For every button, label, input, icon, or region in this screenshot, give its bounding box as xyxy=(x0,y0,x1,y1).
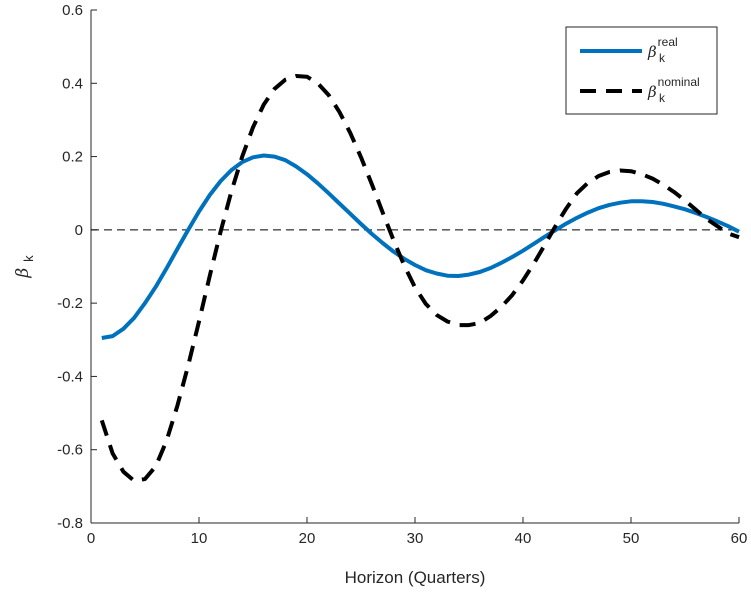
x-tick-label: 10 xyxy=(191,530,208,547)
y-tick-label: -0.6 xyxy=(57,442,83,459)
y-tick-label: 0.6 xyxy=(62,2,83,19)
legend-box xyxy=(565,26,718,115)
x-tick-label: 0 xyxy=(87,530,95,547)
legend-label-real: βreal k xyxy=(647,35,678,65)
y-tick-label: -0.4 xyxy=(57,368,83,385)
legend: βreal k βnominal k xyxy=(565,26,718,115)
y-axis-label: βk xyxy=(13,255,36,279)
legend-label-nominal: βnominal k xyxy=(647,75,700,105)
ticks: 0 10 20 30 40 50 60 -0.8 -0.6 -0.4 -0.2 0 0.2 0.4 0.6 xyxy=(57,2,747,547)
x-tick-label: 50 xyxy=(623,530,640,547)
y-tick-label: 0.2 xyxy=(62,149,83,166)
series-line-nominal xyxy=(99,74,740,483)
x-tick-label: 20 xyxy=(299,530,316,547)
x-tick-label: 40 xyxy=(515,530,532,547)
y-tick-label: -0.8 xyxy=(57,515,83,532)
x-axis-label: Horizon (Quarters) xyxy=(345,568,486,587)
y-tick-label: 0.4 xyxy=(62,75,83,92)
series xyxy=(91,74,740,483)
x-tick-label: 30 xyxy=(407,530,424,547)
y-tick-label: -0.2 xyxy=(57,295,83,312)
y-axis-label-text: βk xyxy=(13,255,36,279)
series-line-real xyxy=(101,153,740,340)
y-tick-label: 0 xyxy=(75,222,83,239)
x-tick-label: 60 xyxy=(731,530,748,547)
